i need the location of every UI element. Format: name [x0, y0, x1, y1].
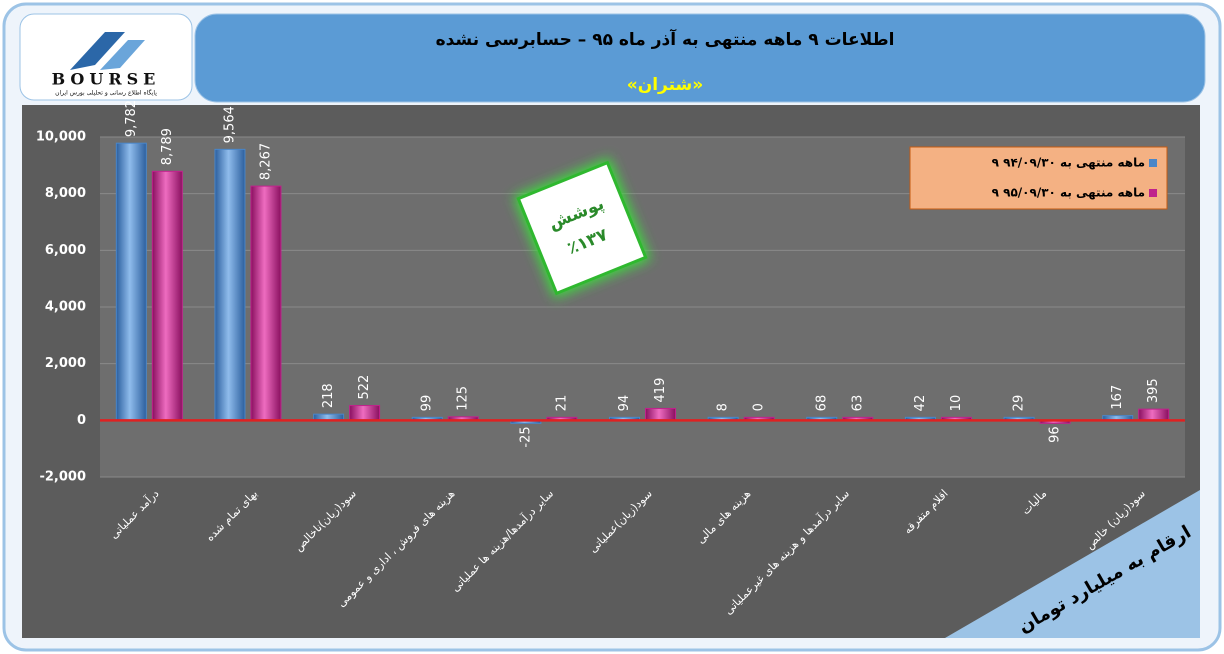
bar: [349, 405, 381, 421]
bar: [250, 185, 282, 421]
y-tick-label: 0: [77, 413, 86, 428]
legend-swatch: [1149, 189, 1157, 197]
annotation: پوشش ٪۱۳۷: [513, 157, 651, 299]
bar: [115, 142, 147, 421]
value-label: 63: [850, 395, 865, 412]
legend-swatch: [1149, 159, 1157, 167]
y-tick-label: -2,000: [39, 470, 86, 485]
title: اطلاعات ۹ ماهه منتهی به آذر ماه ۹۵ – حسا…: [436, 28, 895, 50]
legend-label: ۹ ماهه منتهی به ۹۵/۰۹/۳۰: [992, 186, 1145, 200]
value-label: 522: [357, 375, 372, 400]
value-label: 8,789: [160, 128, 175, 165]
value-label: 8: [716, 403, 731, 411]
annotation-box: [516, 160, 648, 296]
value-label: 96: [1048, 426, 1063, 443]
value-label: 125: [456, 386, 471, 411]
bar: [1138, 408, 1170, 421]
y-tick-label: 8,000: [45, 186, 86, 201]
logo-mark: [70, 32, 125, 70]
value-label: 9,782: [124, 100, 139, 137]
value-label: 8,267: [258, 143, 273, 180]
subtitle: «شتران»: [627, 75, 704, 95]
value-label: 0: [752, 403, 767, 411]
y-tick-label: 2,000: [45, 356, 86, 371]
value-label: 68: [814, 395, 829, 412]
value-label: 42: [913, 395, 928, 412]
value-label: 167: [1110, 385, 1125, 410]
legend-box: [909, 146, 1168, 210]
logo-name: BOURSE: [52, 70, 161, 89]
value-label: 9,564: [222, 106, 237, 143]
logo: BOURSE پایگاه اطلاع رسانی و تحلیلی بورس …: [19, 13, 193, 101]
y-tick-label: 6,000: [45, 243, 86, 258]
value-label: 10: [949, 395, 964, 412]
note-corner: [945, 490, 1200, 638]
header: [194, 13, 1206, 103]
value-label: 419: [653, 378, 668, 403]
value-label: 99: [420, 395, 435, 412]
legend-label: ۹ ماهه منتهی به ۹۴/۰۹/۳۰: [992, 156, 1145, 170]
y-tick-label: 4,000: [45, 300, 86, 315]
logo-box: [19, 13, 193, 101]
value-label: -25: [518, 426, 533, 447]
logo-mark: [100, 40, 145, 70]
logo-tagline: پایگاه اطلاع رسانی و تحلیلی بورس ایران: [55, 89, 157, 97]
legend: ۹ ماهه منتهی به ۹۴/۰۹/۳۰ ۹ ماهه منتهی به …: [909, 146, 1168, 210]
value-label: 29: [1012, 395, 1027, 412]
bar: [151, 170, 183, 421]
bar: [214, 148, 246, 421]
value-label: 395: [1146, 378, 1161, 403]
bar: [645, 407, 676, 421]
value-label: 21: [554, 395, 569, 412]
value-label: 218: [321, 383, 336, 408]
y-tick-label: 10,000: [36, 130, 86, 145]
value-label: 94: [617, 395, 632, 412]
